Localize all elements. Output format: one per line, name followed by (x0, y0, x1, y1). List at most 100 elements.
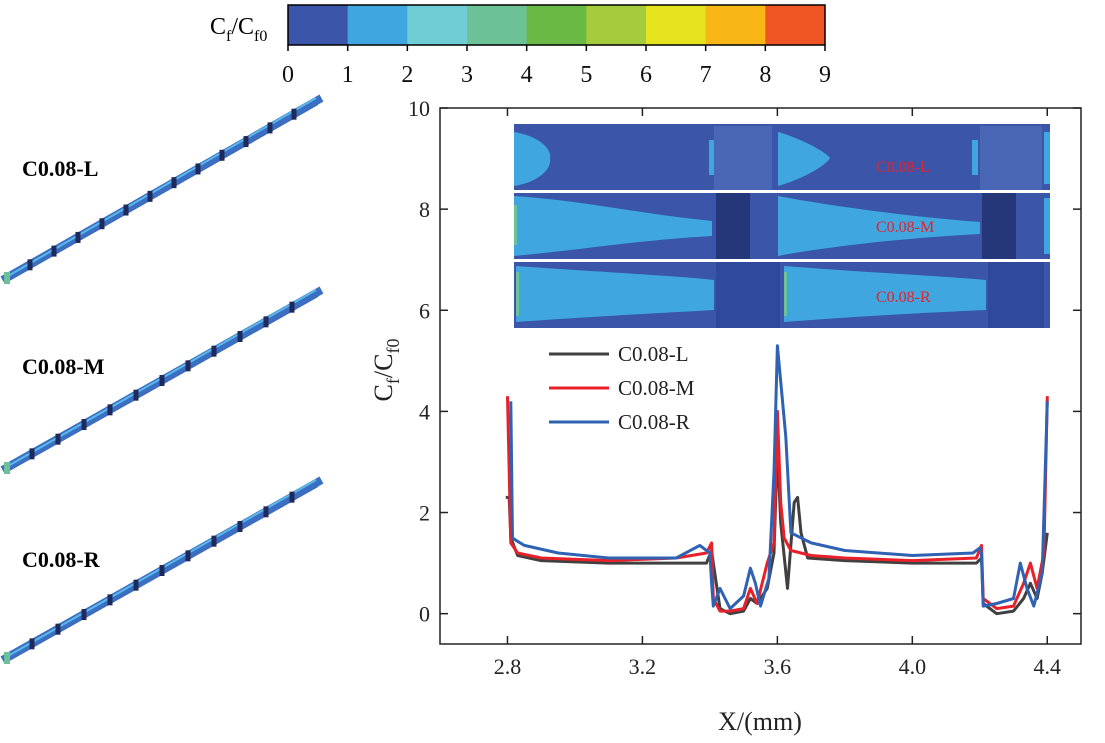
inset-label-m: C0.08-M (876, 219, 934, 236)
rib-region (714, 126, 772, 190)
rib-region (716, 262, 780, 328)
colorbar-cell (347, 5, 408, 45)
colorbar-frame (287, 4, 826, 46)
inset-panel-r: C0.08-R (514, 262, 1050, 328)
colorbar-cell (705, 5, 766, 45)
colorbar-title: Cf/Cf0 (210, 14, 267, 45)
y-tick-label: 6 (419, 298, 430, 323)
rib (237, 521, 243, 532)
legend: C0.08-L C0.08-M C0.08-R (549, 342, 695, 434)
series-line-c0.08-m (506, 396, 1049, 613)
inset-label-r: C0.08-R (876, 289, 931, 306)
x-tick-label: 4.4 (1034, 654, 1062, 679)
rib (159, 565, 165, 576)
colorbar-tick-label: 7 (700, 62, 712, 88)
rib (55, 433, 61, 445)
high-friction-zone (514, 132, 551, 186)
high-friction-zone (514, 196, 712, 256)
x-tick-label: 3.6 (764, 654, 792, 679)
x-tick-label: 2.8 (494, 654, 522, 679)
rib (107, 404, 113, 416)
rib (263, 316, 269, 328)
panel-divider (514, 190, 1050, 193)
model-label-m: C0.08-M (22, 354, 105, 379)
bar-highlight (7, 97, 317, 277)
colorbar-tick-label: 8 (759, 62, 771, 88)
colorbar-cell (288, 5, 349, 45)
model-bar-m (0, 286, 324, 474)
colorbar-tick-label: 6 (640, 62, 652, 88)
colorbar-tick-label: 5 (580, 62, 592, 88)
rib (81, 609, 87, 620)
rib (55, 623, 61, 635)
rib (237, 331, 243, 342)
rib (219, 149, 225, 161)
colorbar-ticks: 0 1 2 3 4 5 6 7 8 9 (282, 45, 831, 88)
y-tick-label: 8 (419, 197, 430, 222)
inset-contours: C0.08-L C0.08-M (514, 124, 1050, 328)
bar-end (4, 462, 10, 474)
model-bar-l (0, 94, 324, 284)
inset-panel-l: C0.08-L (514, 126, 1050, 190)
high-friction-zone (778, 132, 830, 186)
colorbar-cells (288, 5, 826, 45)
rib (291, 108, 297, 120)
rib (27, 259, 33, 271)
model-label-l: C0.08-L (22, 156, 98, 181)
rib (211, 535, 217, 547)
bar-end (4, 272, 10, 284)
high-friction-zone (516, 266, 714, 322)
plot-frame (439, 107, 1082, 645)
y-axis-title: Cf/Cf0 (369, 339, 403, 402)
rib (243, 136, 249, 148)
rib (147, 190, 153, 202)
rib (75, 231, 81, 243)
inset-panel-m: C0.08-M (514, 193, 1050, 259)
rib (51, 245, 57, 257)
rib (123, 204, 129, 216)
rib (133, 579, 139, 591)
rib (289, 301, 295, 313)
rib (267, 122, 273, 134)
colorbar-cell (467, 5, 528, 45)
colorbar-tick-label: 0 (282, 62, 294, 88)
colorbar-cell (407, 5, 468, 45)
colorbar-tick-label: 9 (819, 62, 831, 88)
svg-text:Cf/Cf0: Cf/Cf0 (369, 339, 403, 402)
panel-divider (514, 259, 1050, 262)
legend-label: C0.08-R (618, 410, 690, 434)
legend-label: C0.08-L (618, 342, 689, 366)
rib-region (982, 193, 1016, 259)
rib (171, 177, 177, 189)
rib (289, 491, 295, 503)
inset-label-l: C0.08-L (876, 159, 930, 176)
line-chart: C0.08-L C0.08-M (369, 96, 1082, 736)
y-tick-label: 2 (419, 501, 430, 526)
rib (211, 345, 217, 357)
rib (29, 638, 35, 650)
model-views (0, 94, 324, 664)
rib (99, 218, 105, 230)
model-label-r: C0.08-R (22, 547, 101, 572)
rib (185, 360, 191, 372)
rib-region (988, 262, 1044, 328)
y-tick-label: 0 (419, 602, 430, 627)
rib (29, 448, 35, 460)
x-axis-title: X/(mm) (718, 707, 802, 736)
colorbar-cell (586, 5, 647, 45)
bar-end (4, 652, 10, 664)
rib (159, 375, 165, 386)
rib-region (716, 193, 750, 259)
rib (263, 506, 269, 518)
colorbar-cell (646, 5, 707, 45)
model-bar-r (0, 476, 324, 664)
y-tick-label: 10 (408, 96, 430, 121)
bar-body (0, 94, 324, 284)
colorbar-tick-label: 2 (401, 62, 413, 88)
rib (133, 389, 139, 401)
colorbar-tick-label: 4 (521, 62, 533, 88)
legend-label: C0.08-M (618, 376, 695, 400)
series-lines (505, 344, 1049, 616)
x-tick-label: 4.0 (899, 654, 927, 679)
